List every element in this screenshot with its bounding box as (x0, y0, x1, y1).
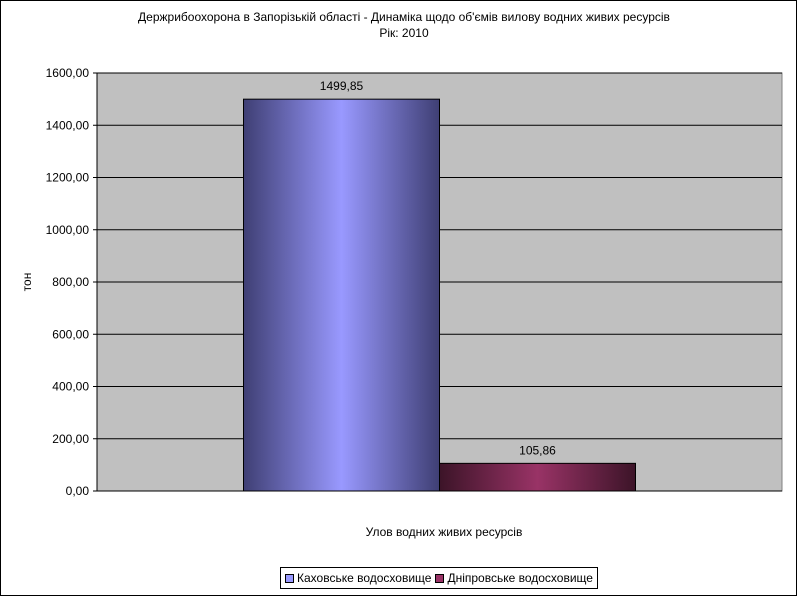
bar-2 (439, 462, 636, 492)
y-tick-label: 800,00 (52, 275, 89, 289)
data-label: 1499,85 (320, 79, 364, 93)
legend-item: Каховське водосховище (285, 571, 431, 585)
data-label: 105,86 (519, 443, 556, 457)
y-tick-label: 600,00 (52, 327, 89, 341)
bars (243, 98, 636, 492)
data-labels: 1499,85 105,86 (320, 79, 556, 457)
y-tick-label: 200,00 (52, 432, 89, 446)
x-axis-label: Улов водних живих ресурсів (366, 525, 523, 539)
chart: Держрибоохорона в Запорізькій області - … (20, 10, 783, 539)
y-tick-label: 1400,00 (46, 118, 90, 132)
legend: Каховське водосховище Дніпровське водосхо… (280, 567, 598, 589)
legend-label: Каховське водосховище (297, 571, 432, 585)
y-tick-label: 0,00 (66, 484, 90, 498)
y-tick-label: 1200,00 (46, 171, 90, 185)
y-tick-label: 400,00 (52, 380, 89, 394)
chart-title: Держрибоохорона в Запорізькій області - … (138, 10, 670, 24)
bar-1 (243, 98, 440, 492)
legend-label: Дніпровське водосховище (447, 571, 593, 585)
chart-subtitle: Рік: 2010 (379, 26, 429, 40)
y-axis-label: тон (20, 273, 34, 292)
y-axis-ticks: 0,00 200,00 400,00 600,00 800,00 1000,00 1200,… (46, 66, 97, 498)
y-tick-label: 1600,00 (46, 66, 90, 80)
y-tick-label: 1000,00 (46, 223, 90, 237)
legend-swatch (435, 573, 445, 583)
legend-item: Дніпровське водосховище (435, 571, 593, 585)
legend-swatch (285, 573, 294, 583)
